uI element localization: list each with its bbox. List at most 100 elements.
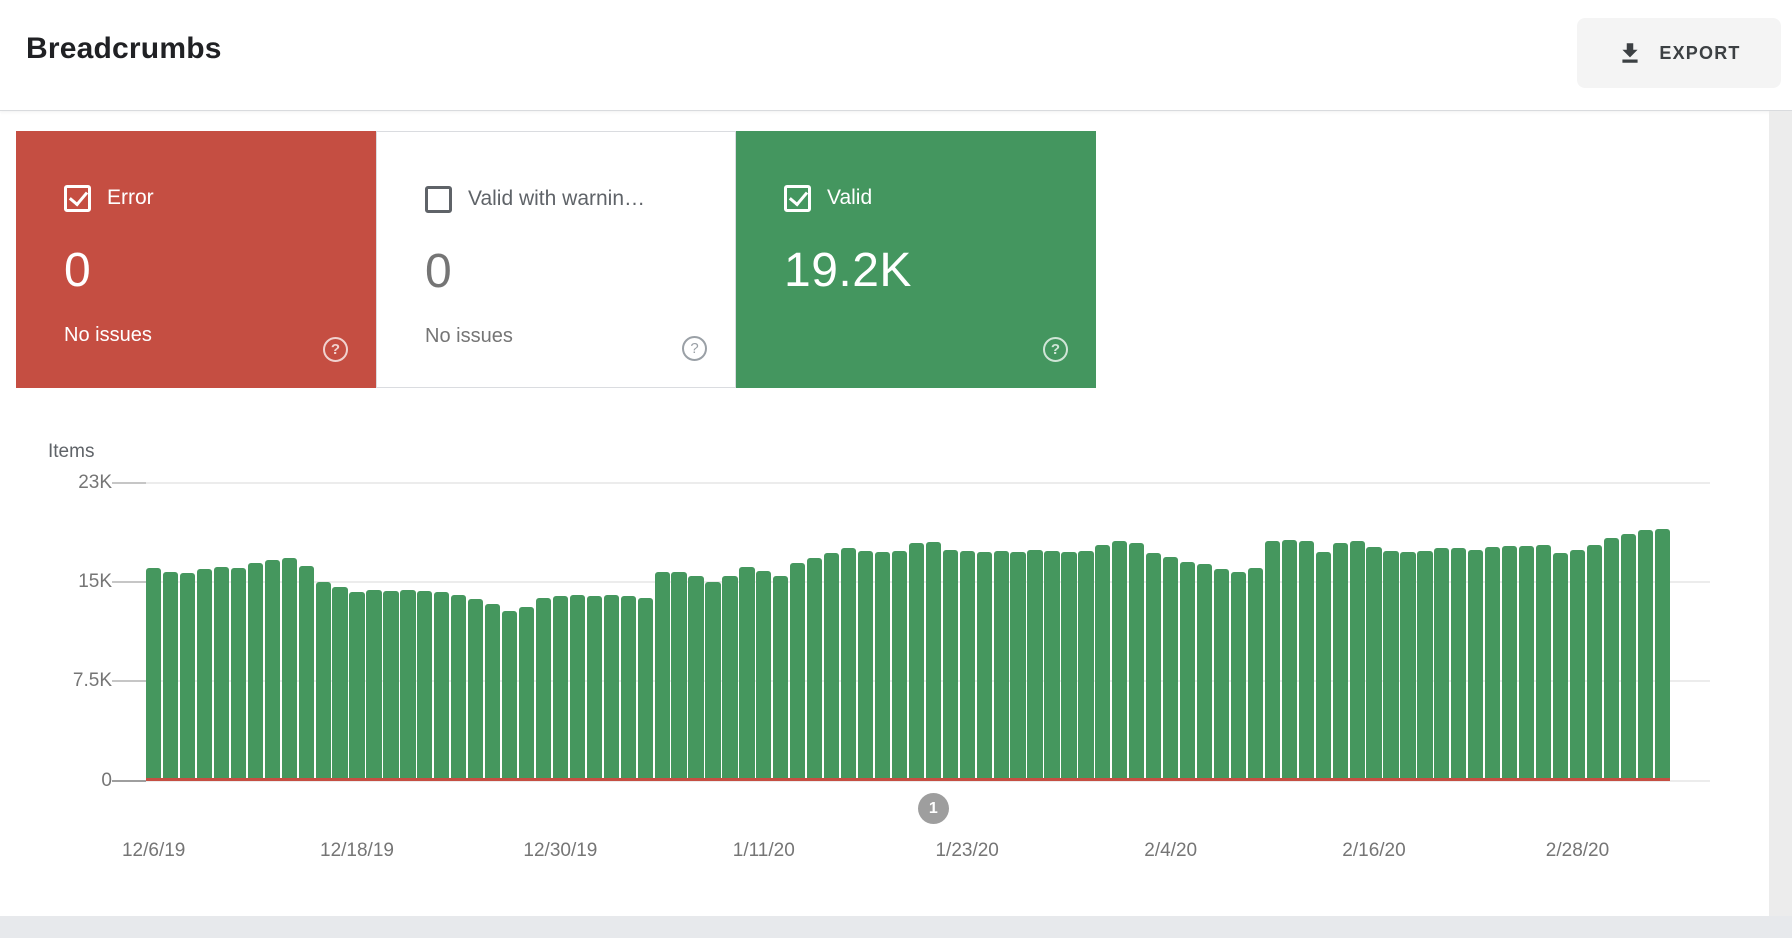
bar[interactable] (1061, 552, 1077, 781)
export-button[interactable]: EXPORT (1577, 18, 1781, 88)
bar[interactable] (620, 596, 636, 781)
bar[interactable] (1535, 544, 1552, 781)
bar[interactable] (756, 570, 772, 781)
bar[interactable] (857, 550, 874, 781)
bar[interactable] (1163, 557, 1179, 781)
bar[interactable] (959, 550, 975, 781)
bar[interactable] (722, 575, 738, 781)
bar[interactable] (874, 552, 891, 781)
help-icon[interactable]: ? (682, 336, 707, 361)
bar[interactable] (1247, 568, 1264, 781)
bar[interactable] (1569, 549, 1586, 781)
bar[interactable] (569, 594, 586, 781)
bar[interactable] (1519, 545, 1535, 781)
valid-card[interactable]: Valid 19.2K ? (736, 131, 1096, 388)
bar[interactable] (468, 598, 484, 781)
bar[interactable] (1603, 538, 1619, 781)
bar[interactable] (535, 597, 552, 781)
bar[interactable] (451, 594, 467, 781)
valid-with-warnings-card[interactable]: Valid with warnin… 0 No issues ? (376, 131, 736, 388)
error-card[interactable]: Error 0 No issues ? (16, 131, 376, 388)
bar[interactable] (807, 558, 823, 781)
bar[interactable] (790, 563, 806, 781)
bar[interactable] (1129, 543, 1145, 781)
bar[interactable] (1468, 549, 1484, 781)
bar[interactable] (1027, 549, 1043, 781)
bar[interactable] (1264, 540, 1280, 781)
bar[interactable] (993, 550, 1009, 781)
bar[interactable] (1230, 571, 1247, 781)
bar[interactable] (298, 565, 314, 781)
bar[interactable] (213, 566, 230, 781)
bar[interactable] (1078, 550, 1094, 781)
bar[interactable] (1213, 569, 1230, 781)
bar[interactable] (1451, 548, 1467, 781)
bar[interactable] (1586, 544, 1603, 781)
bar[interactable] (942, 549, 958, 781)
bar[interactable] (179, 573, 196, 781)
bar[interactable] (1044, 550, 1060, 781)
bar[interactable] (1552, 553, 1569, 781)
bar[interactable] (230, 568, 247, 781)
bar[interactable] (281, 558, 297, 781)
bar[interactable] (1400, 552, 1416, 781)
bar[interactable] (1298, 540, 1314, 781)
bar[interactable] (196, 569, 213, 781)
bar[interactable] (586, 596, 602, 781)
error-checkbox[interactable] (64, 184, 91, 212)
help-icon[interactable]: ? (1043, 337, 1068, 362)
bar[interactable] (1112, 540, 1128, 781)
bar[interactable] (485, 604, 501, 781)
bar[interactable] (247, 563, 263, 781)
bar[interactable] (688, 575, 704, 781)
bar[interactable] (908, 543, 925, 781)
bar[interactable] (1281, 539, 1297, 781)
bar[interactable] (1196, 564, 1213, 781)
bar[interactable] (1010, 552, 1026, 781)
bar[interactable] (501, 610, 518, 781)
bar[interactable] (824, 553, 840, 781)
bar[interactable] (264, 559, 280, 781)
bar[interactable] (146, 568, 162, 781)
bar[interactable] (840, 548, 857, 781)
bar[interactable] (637, 597, 653, 781)
bar[interactable] (332, 587, 348, 781)
bar[interactable] (434, 592, 450, 781)
bar[interactable] (552, 596, 569, 781)
bar[interactable] (1383, 550, 1399, 781)
bar[interactable] (162, 571, 179, 781)
bar[interactable] (518, 606, 535, 781)
bar[interactable] (891, 550, 908, 781)
bar[interactable] (1417, 550, 1433, 781)
bar[interactable] (1180, 562, 1196, 781)
bar[interactable] (1146, 553, 1162, 781)
bar[interactable] (654, 571, 670, 781)
bar[interactable] (417, 590, 433, 781)
bar[interactable] (1332, 543, 1348, 781)
bar[interactable] (925, 542, 941, 781)
bar[interactable] (1637, 529, 1653, 781)
bar[interactable] (383, 590, 399, 781)
bar[interactable] (1654, 528, 1670, 781)
bar[interactable] (671, 571, 687, 781)
bar[interactable] (315, 581, 331, 781)
bar[interactable] (739, 566, 755, 781)
bar[interactable] (349, 592, 365, 781)
bar[interactable] (603, 594, 619, 781)
bar[interactable] (400, 589, 416, 781)
bar[interactable] (1485, 547, 1501, 781)
valid-checkbox[interactable] (784, 184, 811, 212)
bar[interactable] (1502, 545, 1518, 781)
bar[interactable] (1349, 540, 1365, 781)
bar[interactable] (1434, 548, 1450, 781)
bar[interactable] (1095, 544, 1111, 781)
event-marker[interactable]: 1 (917, 793, 949, 824)
bar[interactable] (1366, 547, 1382, 781)
bar[interactable] (366, 589, 382, 781)
bar[interactable] (705, 581, 721, 781)
bar[interactable] (976, 552, 992, 781)
bar[interactable] (1620, 533, 1636, 781)
bar[interactable] (1315, 552, 1331, 781)
vertical-scrollbar[interactable] (1769, 111, 1792, 920)
bar[interactable] (773, 575, 789, 781)
